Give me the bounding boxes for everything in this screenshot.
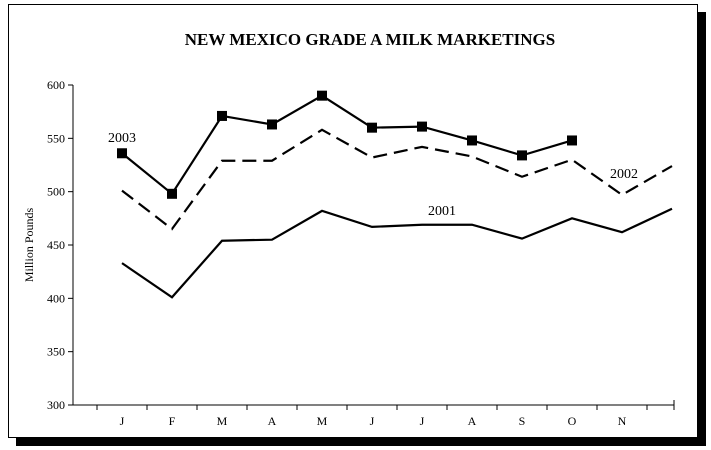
x-tick-label: M xyxy=(217,414,228,428)
series-line-2001 xyxy=(122,209,672,298)
series-group: 2003 2002 2001 xyxy=(108,91,672,298)
y-tick-label: 400 xyxy=(47,291,65,305)
y-tick-label: 350 xyxy=(47,345,65,359)
x-tick-label: F xyxy=(169,414,176,428)
x-tick-label: N xyxy=(618,414,627,428)
y-tick-label: 500 xyxy=(47,185,65,199)
y-tick-label: 450 xyxy=(47,238,65,252)
data-point-2003 xyxy=(117,148,127,158)
data-point-2003 xyxy=(567,135,577,145)
data-point-2003 xyxy=(417,122,427,132)
x-tick-label: A xyxy=(468,414,477,428)
x-tick-label: O xyxy=(568,414,577,428)
series-label-2002: 2002 xyxy=(610,167,638,182)
y-tick-label: 550 xyxy=(47,131,65,145)
x-tick-label: A xyxy=(268,414,277,428)
data-point-2003 xyxy=(517,150,527,160)
y-tick-label: 300 xyxy=(47,398,65,412)
x-tick-label: M xyxy=(317,414,328,428)
y-axis-label: Million Pounds xyxy=(22,208,36,283)
series-label-2003: 2003 xyxy=(108,131,136,146)
data-point-2003 xyxy=(267,119,277,129)
data-point-2003 xyxy=(367,123,377,133)
data-point-2003 xyxy=(467,135,477,145)
x-tick-label: J xyxy=(120,414,125,428)
x-tick-label: J xyxy=(370,414,375,428)
y-tick-label: 600 xyxy=(47,78,65,92)
data-point-2003 xyxy=(167,189,177,199)
axes: 300 350 400 450 500 550 600 J F M A M J J A S O N xyxy=(47,78,674,428)
data-point-2003 xyxy=(217,111,227,121)
data-point-2003 xyxy=(317,91,327,101)
chart-title: NEW MEXICO GRADE A MILK MARKETINGS xyxy=(185,30,555,49)
x-tick-label: S xyxy=(519,414,526,428)
series-label-2001: 2001 xyxy=(428,204,456,219)
x-tick-label: J xyxy=(420,414,425,428)
